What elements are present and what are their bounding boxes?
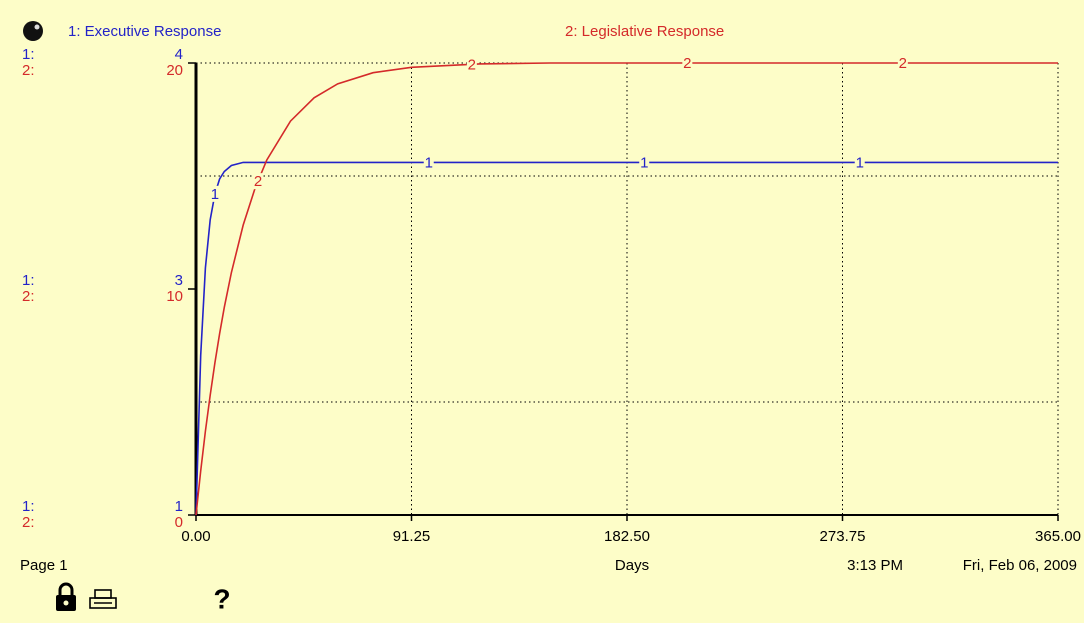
- page-label[interactable]: Page 1: [20, 557, 68, 574]
- graph-icon-shine: [34, 24, 40, 30]
- legend-entry: 2: Legislative Response: [565, 23, 724, 40]
- print-body: [89, 597, 117, 609]
- x-tick-label: 182.50: [604, 528, 650, 545]
- series-marker: 1: [856, 154, 864, 171]
- axis-tag: 1:: [22, 498, 35, 515]
- series-marker: 2: [899, 55, 907, 72]
- marker-bg: [253, 173, 264, 190]
- marker-bg: [854, 154, 865, 171]
- axis-tag: 1:: [22, 46, 35, 63]
- marker-bg: [639, 154, 650, 171]
- x-tick-label: 0.00: [181, 528, 210, 545]
- lock-icon[interactable]: [56, 582, 76, 611]
- series-line: [195, 62, 1058, 516]
- marker-bg: [897, 55, 908, 71]
- graph-icon[interactable]: [23, 21, 43, 41]
- y2-tick-label: 10: [166, 288, 183, 305]
- legend-entry: 1: Executive Response: [68, 23, 221, 40]
- print-icon[interactable]: [89, 589, 117, 609]
- date-label: Fri, Feb 06, 2009: [963, 557, 1077, 574]
- series-marker: 1: [425, 154, 433, 171]
- axis-tag: 2:: [22, 514, 35, 531]
- axis-tag: 1:: [22, 272, 35, 289]
- lock-shackle: [58, 582, 74, 596]
- x-tick-label: 91.25: [393, 528, 431, 545]
- help-button[interactable]: ?: [213, 583, 230, 614]
- series-line: [195, 161, 1058, 516]
- y-tick-label: 4: [175, 46, 183, 63]
- marker-bg: [209, 185, 220, 202]
- y2-tick-label: 0: [175, 514, 183, 531]
- series-marker: 2: [254, 173, 262, 190]
- axis-tag: 2:: [22, 62, 35, 79]
- series-marker: 1: [211, 186, 219, 203]
- marker-bg: [466, 56, 477, 73]
- axis-tag: 2:: [22, 288, 35, 305]
- graph-icon-ball: [23, 21, 43, 41]
- series-marker: 2: [683, 55, 691, 72]
- marker-bg: [423, 154, 434, 171]
- series-marker: 2: [468, 56, 476, 73]
- time-label: 3:13 PM: [847, 557, 903, 574]
- x-tick-label: 273.75: [820, 528, 866, 545]
- marker-bg: [682, 55, 693, 71]
- x-axis-label: Days: [615, 557, 649, 574]
- series-marker: 1: [640, 154, 648, 171]
- y2-tick-label: 20: [166, 62, 183, 79]
- lock-hole: [63, 600, 69, 606]
- x-tick-label: 365.00: [1035, 528, 1081, 545]
- y-tick-label: 3: [175, 272, 183, 289]
- y-tick-label: 1: [175, 498, 183, 515]
